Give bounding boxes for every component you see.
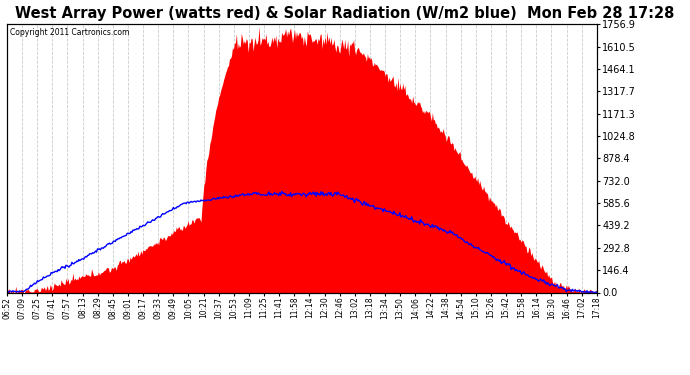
Text: Copyright 2011 Cartronics.com: Copyright 2011 Cartronics.com xyxy=(10,28,129,38)
Text: West Array Power (watts red) & Solar Radiation (W/m2 blue)  Mon Feb 28 17:28: West Array Power (watts red) & Solar Rad… xyxy=(15,6,675,21)
